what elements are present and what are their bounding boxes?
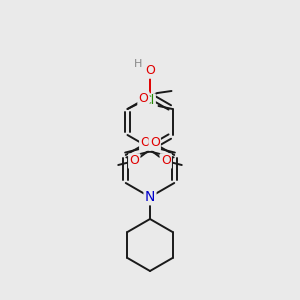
Text: O: O [145,64,155,77]
Text: N: N [145,190,155,204]
Text: Cl: Cl [142,94,154,107]
Text: H: H [134,59,142,69]
Text: O: O [129,154,139,167]
Text: O: O [150,136,160,149]
Text: O: O [139,92,148,106]
Text: O: O [161,154,171,167]
Text: O: O [140,136,150,149]
